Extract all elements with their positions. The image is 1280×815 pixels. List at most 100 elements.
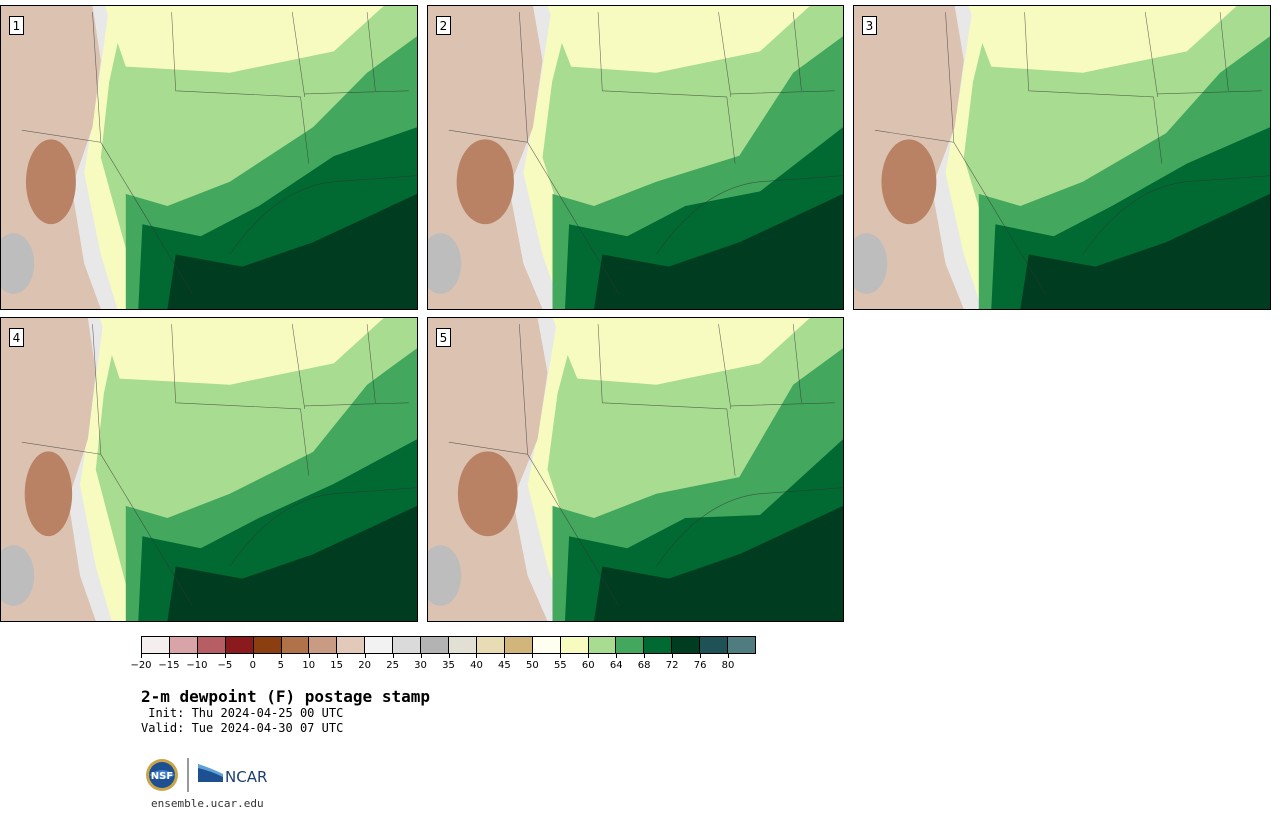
very-dry-zone: [456, 139, 514, 225]
panel-number-1: 1: [9, 16, 24, 35]
colorbar-tick-label: 25: [386, 660, 399, 671]
colorbar-tick-mark: [476, 654, 478, 658]
colorbar-tick-label: 5: [277, 660, 284, 671]
colorbar-tick-label: 35: [442, 660, 455, 671]
colorbar-tick-label: 10: [302, 660, 316, 671]
map-panel-2: 2: [427, 5, 844, 310]
colorbar-swatch: [644, 637, 673, 653]
colorbar-swatch: [337, 637, 366, 653]
colorbar-tick-label: 15: [330, 660, 344, 671]
website-url: ensemble.ucar.edu: [151, 797, 264, 810]
extreme-moist-zone: [167, 505, 417, 621]
colorbar-tick-mark: [700, 654, 702, 658]
colorbar-swatch: [225, 637, 254, 653]
colorbar-swatch: [700, 637, 729, 653]
init-time: Init: Thu 2024-04-25 00 UTC: [141, 706, 344, 720]
colorbar-tick-mark: [392, 654, 394, 658]
colorbar-tick-mark: [141, 654, 142, 658]
colorbar-tick-label: 45: [498, 660, 511, 671]
colorbar-swatch: [616, 637, 645, 653]
colorbar-tick-mark: [560, 654, 562, 658]
colorbar-swatch: [142, 637, 170, 653]
map-panel-3: 3: [853, 5, 1271, 310]
colorbar-tick-mark: [504, 654, 506, 658]
extreme-moist-zone: [167, 193, 417, 309]
colorbar-tick-mark: [224, 654, 226, 658]
extreme-moist-zone: [594, 193, 843, 309]
colorbar-tick-label: 20: [358, 660, 371, 671]
colorbar-tick-mark: [672, 654, 674, 658]
extreme-moist-zone: [594, 505, 843, 621]
colorbar-swatch: [672, 637, 701, 653]
very-dry-zone: [25, 139, 76, 225]
dewpoint-map-1: [1, 6, 417, 309]
nsf-logo-icon: NSF: [146, 759, 178, 791]
gray-patch: [1, 233, 35, 294]
colorbar-swatch: [169, 637, 198, 653]
panel-number-2: 2: [436, 16, 451, 35]
colorbar-swatch: [421, 637, 449, 653]
colorbar-swatch: [728, 637, 755, 653]
nsf-ncar-logos: NSF NCAR: [146, 758, 267, 792]
colorbar-swatch: [393, 637, 422, 653]
dewpoint-map-2: [428, 6, 843, 309]
colorbar-tick-mark: [168, 654, 170, 658]
boundary-lines: [448, 324, 843, 606]
colorbar-swatch: [588, 637, 617, 653]
colorbar-tick-mark: [448, 654, 450, 658]
colorbar-tick-label: 76: [693, 660, 707, 671]
colorbar-tick-mark: [336, 654, 338, 658]
colorbar-tick-label: −20: [130, 660, 152, 671]
dewpoint-map-4: [1, 318, 417, 621]
colorbar-tick-label: 50: [525, 660, 539, 671]
colorbar-tick-mark: [616, 654, 618, 658]
colorbar-tick-mark: [280, 654, 282, 658]
colorbar-swatch: [448, 637, 477, 653]
dewpoint-colorbar: [141, 636, 756, 654]
map-panel-1: 1: [0, 5, 418, 310]
colorbar-swatch: [560, 637, 589, 653]
north-pale-zone: [552, 318, 810, 385]
colorbar-tick-label: 55: [553, 660, 567, 671]
valid-time: Valid: Tue 2024-04-30 07 UTC: [141, 721, 344, 735]
colorbar-tick-label: 80: [721, 660, 735, 671]
north-pale-zone: [99, 318, 384, 385]
colorbar-tick-mark: [252, 654, 254, 658]
boundary-lines: [21, 324, 417, 606]
colorbar-ticks: −20 −15 −10 −5 0 5 10 15 20 25 30 35 40 45 50 55 60 64 68 7…: [130, 654, 756, 674]
colorbar-tick-label: 72: [665, 660, 679, 671]
colorbar-swatch: [253, 637, 282, 653]
map-panel-5: 5: [427, 317, 844, 622]
boundary-lines: [874, 12, 1270, 294]
gray-patch: [428, 233, 462, 294]
dewpoint-map-5: [428, 318, 843, 621]
gray-patch: [1, 545, 35, 606]
gray-patch: [854, 233, 888, 294]
colorbar-swatch: [532, 637, 561, 653]
colorbar-tick-label: 30: [414, 660, 427, 671]
colorbar-tick-mark: [196, 654, 198, 658]
colorbar-tick-label: 0: [249, 660, 256, 671]
colorbar-swatch: [309, 637, 338, 653]
colorbar-tick-mark: [308, 654, 310, 658]
extreme-moist-zone: [1020, 193, 1270, 309]
north-pale-zone: [968, 6, 1237, 73]
nsf-logo-text: NSF: [151, 771, 173, 782]
gray-patch: [428, 545, 462, 606]
ncar-logo-icon: NCAR: [198, 764, 267, 786]
very-dry-zone: [457, 451, 518, 537]
panel-number-3: 3: [862, 16, 877, 35]
colorbar-tick-label: 68: [637, 660, 651, 671]
colorbar-tick-mark: [588, 654, 590, 658]
colorbar-swatch: [504, 637, 533, 653]
colorbar-tick-label: 60: [581, 660, 595, 671]
colorbar-tick-mark: [728, 654, 730, 658]
boundary-lines: [21, 12, 417, 294]
colorbar-tick-label: 64: [609, 660, 623, 671]
ncar-logo-text: NCAR: [225, 768, 267, 786]
colorbar-tick-mark: [644, 654, 646, 658]
colorbar-swatch: [281, 637, 310, 653]
panel-number-5: 5: [436, 328, 451, 347]
dewpoint-map-3: [854, 6, 1270, 309]
colorbar-swatch: [197, 637, 226, 653]
